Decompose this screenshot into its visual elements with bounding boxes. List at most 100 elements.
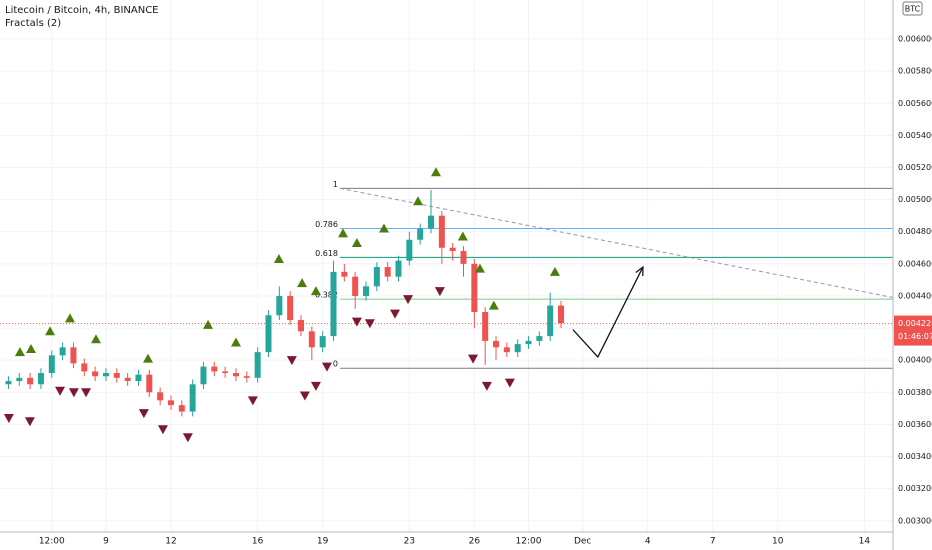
current-price-tag (894, 315, 932, 346)
y-tick-label: 0.006000 (898, 35, 932, 44)
fractal-down (310, 381, 321, 391)
fractal-down (157, 425, 168, 435)
plot-area: 1 0.786 0.618 0.382 0 (0, 167, 893, 443)
candle-body (406, 239, 413, 261)
fractal-down (182, 433, 193, 443)
candle-body (319, 336, 326, 348)
fractal-up (474, 263, 485, 273)
candle-body (146, 374, 153, 393)
countdown-label: 01:46:07 (898, 332, 932, 341)
fractal-up (430, 167, 441, 177)
candle-body (265, 315, 272, 353)
candle-body (287, 295, 294, 321)
candle-body (124, 377, 131, 382)
x-tick-label: 12 (165, 537, 176, 547)
fib-level-label: 0.382 (315, 291, 338, 300)
fractal-down (481, 381, 492, 391)
candle-body (493, 340, 500, 348)
candle-body (373, 267, 380, 287)
fractal-up (488, 300, 499, 310)
candle-body (438, 215, 445, 248)
fractal-up (45, 326, 56, 336)
grid (0, 0, 893, 532)
fractal-up (230, 337, 241, 347)
fractal-down (504, 378, 515, 388)
candle-body (135, 374, 142, 382)
currency-badge[interactable] (902, 1, 923, 16)
candle-body (514, 344, 521, 353)
candle-body (254, 352, 261, 378)
candle-body (27, 377, 34, 385)
candle-body (16, 377, 23, 382)
indicator-label: Fractals (2) (5, 18, 61, 29)
candle-body (395, 260, 402, 277)
candle-body (449, 247, 456, 251)
candle-body (341, 271, 348, 277)
candle-body (211, 366, 218, 372)
x-tick-label: 26 (469, 537, 481, 547)
x-tick-label: 23 (404, 537, 415, 547)
candle-body (200, 366, 207, 385)
fractal-down (68, 388, 79, 398)
x-tick-label: 12:00 (39, 537, 65, 547)
candle-body (178, 405, 185, 412)
candle-body (547, 305, 554, 337)
fractal-down (321, 362, 332, 372)
projection-arrowhead (635, 265, 644, 277)
fractal-up (14, 347, 25, 357)
fractal-down (81, 388, 92, 398)
trendline (339, 187, 893, 299)
x-tick-label: 9 (103, 537, 109, 547)
fractal-down (3, 413, 14, 423)
fractal-up (297, 278, 308, 288)
fib-level-label: 1 (333, 180, 338, 189)
fib-level-label: 0.618 (315, 249, 338, 258)
candle-body (558, 305, 565, 324)
candle-body (362, 286, 369, 296)
candle-body (503, 347, 510, 353)
fractal-down (364, 319, 375, 329)
x-tick-label: 4 (645, 537, 651, 547)
projection-path (572, 266, 644, 359)
x-tick-label: 14 (859, 537, 871, 547)
candle-body (189, 384, 196, 412)
candle-body (417, 228, 424, 240)
fractal-up (90, 334, 101, 344)
x-tick-label: 19 (317, 537, 329, 547)
candle-body (81, 363, 88, 372)
fractal-up (457, 231, 468, 241)
fractal-up (413, 196, 424, 206)
fractal-down (434, 287, 445, 297)
fractal-up (64, 313, 75, 323)
fractal-up (351, 237, 362, 247)
fractal-down (24, 417, 35, 427)
candle-body (48, 355, 55, 374)
fractal-down (351, 317, 362, 327)
candle-body (308, 331, 315, 348)
x-tick-label: Dec (574, 537, 591, 547)
fractal-down (390, 309, 401, 319)
fractal-down (247, 396, 258, 406)
fib-level-label: 0 (333, 360, 338, 369)
candle-body (428, 215, 435, 229)
chart-title: Litecoin / Bitcoin, 4h, BINANCE (5, 5, 159, 16)
candle-body (59, 347, 66, 356)
fractal-down (55, 386, 66, 396)
candle-body (482, 312, 489, 341)
candle-body (352, 276, 359, 296)
currency-label: BTC (905, 5, 921, 14)
fib-level-label: 0.786 (315, 220, 338, 229)
x-tick-label: 16 (252, 537, 264, 547)
fractal-down (299, 391, 310, 401)
fractal-up (203, 319, 214, 329)
